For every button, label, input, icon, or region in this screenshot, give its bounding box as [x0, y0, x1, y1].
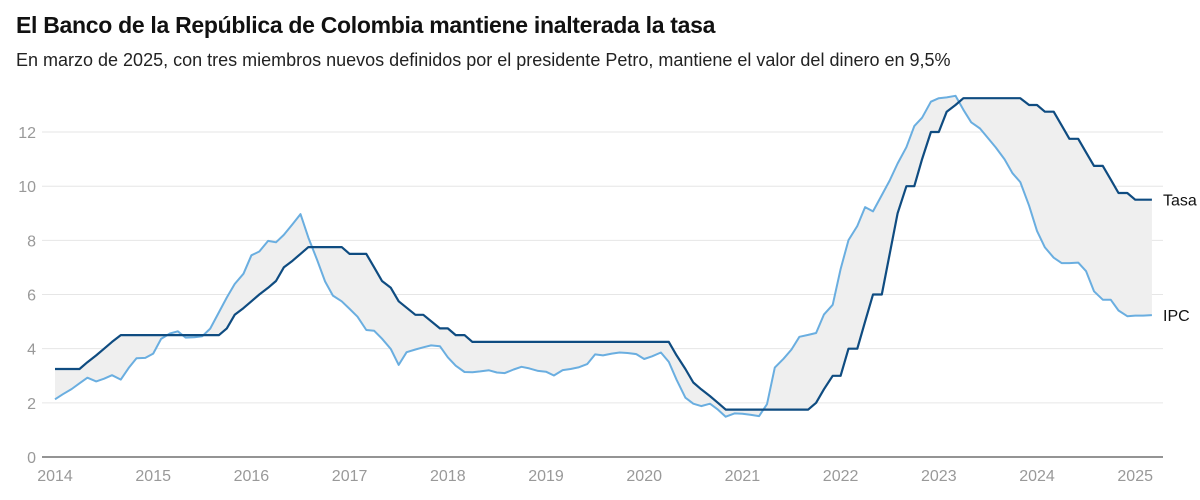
y-tick-label: 4	[27, 342, 36, 359]
x-tick-label: 2025	[1117, 468, 1153, 485]
ipc-series-label: IPC	[1163, 308, 1190, 325]
x-tick-label: 2014	[37, 468, 73, 485]
y-tick-label: 12	[18, 125, 36, 142]
series-lines	[54, 94, 1152, 418]
x-tick-label: 2023	[921, 468, 957, 485]
x-tick-label: 2022	[823, 468, 859, 485]
tasa-line	[55, 97, 1152, 411]
y-tick-label: 8	[27, 233, 36, 250]
chart-title: El Banco de la República de Colombia man…	[16, 12, 716, 38]
series-labels: Tasa IPC	[1163, 193, 1197, 325]
y-tick-label: 6	[27, 288, 36, 305]
x-tick-label: 2017	[332, 468, 368, 485]
x-tick-label: 2019	[528, 468, 564, 485]
chart-subtitle: En marzo de 2025, con tres miembros nuev…	[16, 50, 951, 70]
x-tick-label: 2016	[234, 468, 270, 485]
y-tick-label: 0	[27, 450, 36, 467]
x-tick-label: 2020	[626, 468, 662, 485]
x-tick-label: 2018	[430, 468, 466, 485]
y-tick-label: 2	[27, 396, 36, 413]
tick-labels: 0 2 4 6 8 10 12 2014 2015 2016 2017 2018 2019 2020 202…	[18, 125, 1153, 485]
ipc-line	[54, 94, 1152, 418]
x-tick-label: 2024	[1019, 468, 1055, 485]
x-tick-label: 2021	[725, 468, 761, 485]
gridlines	[42, 131, 1163, 458]
gap-fill	[55, 95, 1152, 417]
y-tick-label: 10	[18, 179, 36, 196]
tasa-ipc-gap-area	[55, 95, 1152, 417]
tasa-series-label: Tasa	[1163, 193, 1197, 210]
x-tick-label: 2015	[135, 468, 171, 485]
